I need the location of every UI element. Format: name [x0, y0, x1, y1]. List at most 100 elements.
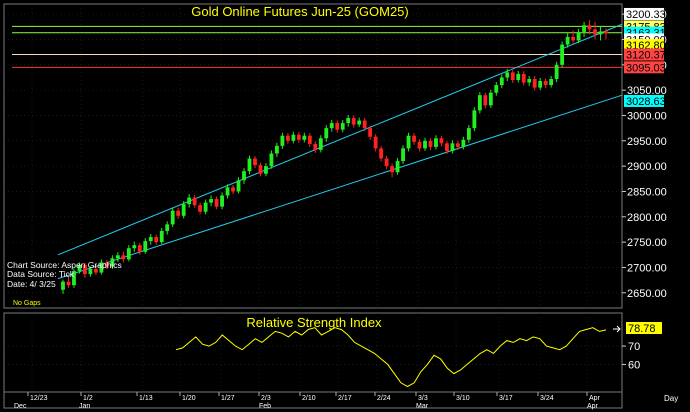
date-tick-label: 12/23 [30, 395, 48, 402]
candle-body [604, 31, 608, 33]
candle-body [264, 166, 268, 174]
price-chart-title: Gold Online Futures Jun-25 (GOM25) [191, 4, 408, 19]
date-tick-label: 2/17 [338, 395, 352, 402]
candle-body [231, 187, 235, 192]
candle-body [565, 36, 570, 45]
rsi-axis: 60 70 [613, 325, 640, 371]
candle-body [532, 78, 537, 88]
candle-body [340, 123, 345, 130]
candle-body [483, 95, 488, 106]
candle-body [368, 128, 373, 137]
candle-body [417, 141, 422, 149]
candle-body [285, 135, 290, 141]
data-source-text: Data Source: Tick [7, 269, 75, 279]
rsi-chart-title: Relative Strength Index [246, 315, 382, 330]
candle-body [209, 199, 214, 203]
candle-body [329, 123, 334, 129]
candle-body [477, 95, 482, 111]
candle-body [159, 230, 164, 243]
date-tick-label: 3/3 [418, 395, 428, 402]
rsi-last-value-box [626, 322, 662, 334]
candle-body [132, 245, 137, 249]
candle-body [324, 128, 329, 139]
candle-body [527, 78, 532, 83]
candle-body [253, 158, 257, 166]
candle-body [505, 72, 510, 78]
candle-body [587, 25, 592, 30]
rsi-plot-frame [3, 312, 623, 393]
month-label: Dec [14, 403, 27, 410]
date-axis: 12/23 1/2 1/13 1/20 1/27 2/3 2/10 2/17 2/24 3/3 3/… [3, 391, 678, 410]
candle-body [170, 210, 175, 225]
price-tick-label: 2900.00 [627, 161, 667, 173]
date-tick-label: 3/10 [456, 395, 470, 402]
price-tick-label: 3000.00 [627, 110, 667, 122]
rsi-line [175, 327, 607, 388]
candle-body [137, 245, 142, 252]
candle-body [598, 31, 603, 35]
candle-body [66, 281, 71, 286]
candle-body [510, 72, 515, 80]
price-tag-box [624, 94, 664, 107]
rsi-tick-label: 60 [628, 359, 640, 371]
date-tick-labels: 12/23 1/2 1/13 1/20 1/27 2/3 2/10 2/17 2/24 3/3 3/… [14, 392, 601, 410]
price-reference-lines [12, 25, 622, 68]
x-unit-label: Day [664, 394, 678, 403]
candle-body [379, 148, 384, 159]
candle-body [466, 128, 471, 140]
candle-body [582, 25, 586, 32]
candle-body [203, 202, 208, 212]
rsi-tick-label: 70 [628, 341, 640, 353]
candle-body [406, 135, 411, 149]
price-panel: Gold Online Futures Jun-25 (GOM25) 2650.… [3, 3, 667, 309]
rsi-last-value: 78.78 [626, 322, 662, 335]
candle-body [93, 268, 98, 273]
month-label: Feb [259, 403, 271, 410]
candle-body [258, 165, 263, 174]
candle-body [77, 264, 82, 272]
candle-body [126, 248, 131, 260]
candle-body [181, 204, 186, 216]
chart-info: Chart Source: Aspen Graphics Data Source… [7, 260, 122, 307]
candle-body [302, 135, 307, 140]
candle-body [176, 210, 181, 216]
candle-body [99, 262, 104, 273]
candle-body [445, 143, 449, 151]
channel-line [57, 94, 623, 280]
candle-body [335, 123, 340, 130]
rsi-grid [4, 313, 622, 392]
candle-body [395, 161, 400, 173]
candle-body [280, 135, 285, 146]
candle-body [187, 197, 192, 205]
candle-body [423, 140, 427, 149]
candlesticks [61, 20, 608, 294]
date-tick-label: 1/2 [83, 395, 93, 402]
candle-body [236, 180, 241, 192]
date-text: Date: 4/ 3/25 [7, 279, 56, 289]
candle-body [220, 195, 224, 207]
candle-body [521, 73, 526, 83]
candle-body [434, 138, 438, 147]
candle-body [72, 271, 76, 286]
price-tick-label: 3050.00 [627, 85, 667, 97]
candle-body [247, 158, 252, 172]
candle-body [121, 255, 126, 260]
price-tick-label: 2750.00 [627, 237, 667, 249]
price-tag-text: 3095.03 [626, 62, 666, 74]
date-tick-label: 1/13 [139, 395, 153, 402]
candle-body [543, 81, 548, 86]
month-label: Jan [79, 403, 90, 410]
date-tick-label: 3/24 [540, 395, 554, 402]
candle-body [488, 92, 493, 106]
candle-body [576, 31, 581, 41]
candle-body [165, 224, 170, 231]
price-tick-label: 2700.00 [627, 262, 667, 274]
candle-body [494, 85, 499, 93]
date-tick-label: 2/10 [302, 395, 316, 402]
candle-body [362, 120, 367, 129]
candle-body [115, 255, 120, 259]
candle-body [88, 268, 93, 275]
candle-body [83, 264, 87, 275]
candle-body [472, 110, 477, 129]
candle-body [110, 258, 115, 267]
